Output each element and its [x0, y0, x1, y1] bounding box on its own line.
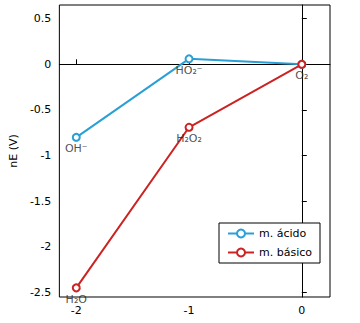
- svg-text:O₂: O₂: [295, 69, 308, 82]
- svg-text:-1: -1: [40, 149, 51, 162]
- svg-text:0.5: 0.5: [34, 12, 52, 25]
- svg-text:0: 0: [298, 304, 305, 317]
- svg-text:m. ácido: m. ácido: [259, 227, 307, 240]
- svg-text:H₂O: H₂O: [66, 293, 88, 306]
- svg-text:0: 0: [44, 58, 51, 71]
- svg-text:-2: -2: [40, 240, 51, 253]
- svg-text:H₂O₂: H₂O₂: [176, 132, 202, 145]
- svg-text:-1.5: -1.5: [30, 195, 51, 208]
- svg-text:-2: -2: [71, 304, 82, 317]
- svg-text:OH⁻: OH⁻: [65, 142, 88, 155]
- svg-text:nE (V): nE (V): [7, 134, 20, 168]
- svg-text:m. básico: m. básico: [259, 246, 312, 259]
- svg-text:HO₂⁻: HO₂⁻: [175, 64, 202, 77]
- svg-text:-0.5: -0.5: [30, 103, 51, 116]
- svg-text:-2.5: -2.5: [30, 286, 51, 299]
- svg-text:-1: -1: [184, 304, 195, 317]
